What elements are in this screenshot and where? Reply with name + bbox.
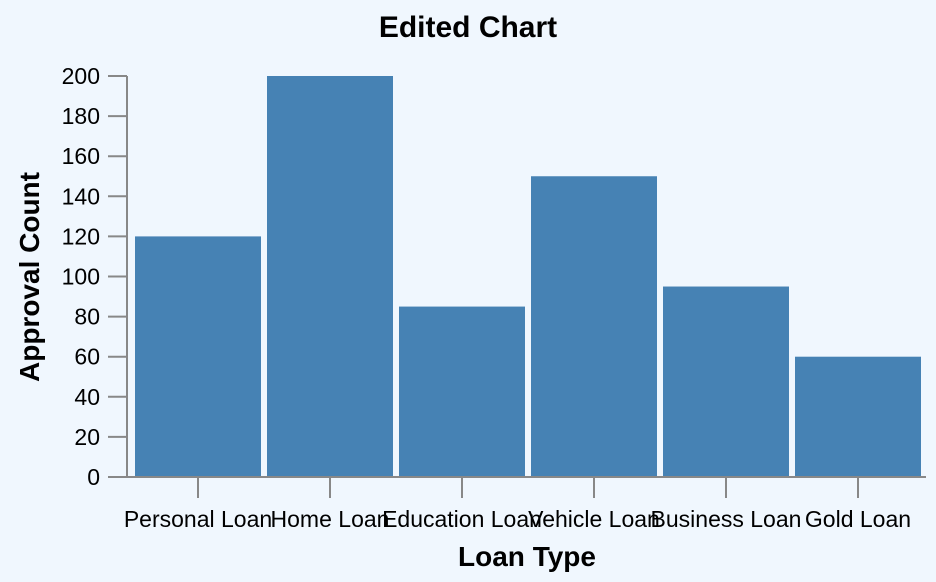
y-tick-label-1: 20 [74,424,100,450]
bar-5 [795,356,921,477]
y-tick-label-9: 180 [62,103,100,129]
x-tick-label-4: Business Loan [651,506,802,532]
x-tick-label-2: Education Loan [382,506,542,532]
y-tick-label-0: 0 [87,464,100,490]
y-tick-label-5: 100 [62,264,100,290]
bars-group [135,76,921,477]
y-tick-label-4: 80 [74,304,100,330]
y-tick-label-2: 40 [74,384,100,410]
bar-4 [663,286,789,477]
y-tick-label-7: 140 [62,183,100,209]
chart-title: Edited Chart [379,11,557,44]
x-tick-label-3: Vehicle Loan [528,506,660,532]
x-tick-label-1: Home Loan [271,506,390,532]
x-axis-title: Loan Type [458,541,596,572]
bar-1 [267,76,393,477]
x-tick-label-0: Personal Loan [124,506,272,532]
bar-2 [399,306,525,477]
y-tick-label-6: 120 [62,223,100,249]
y-axis: 0 20 40 60 80 100 120 140 160 180 200 [62,63,128,490]
bar-3 [531,176,657,477]
x-tick-label-5: Gold Loan [805,506,911,532]
y-axis-title: Approval Count [14,172,45,382]
y-tick-label-10: 200 [62,63,100,89]
bar-0 [135,236,261,477]
y-tick-label-3: 60 [74,344,100,370]
y-tick-label-8: 160 [62,143,100,169]
